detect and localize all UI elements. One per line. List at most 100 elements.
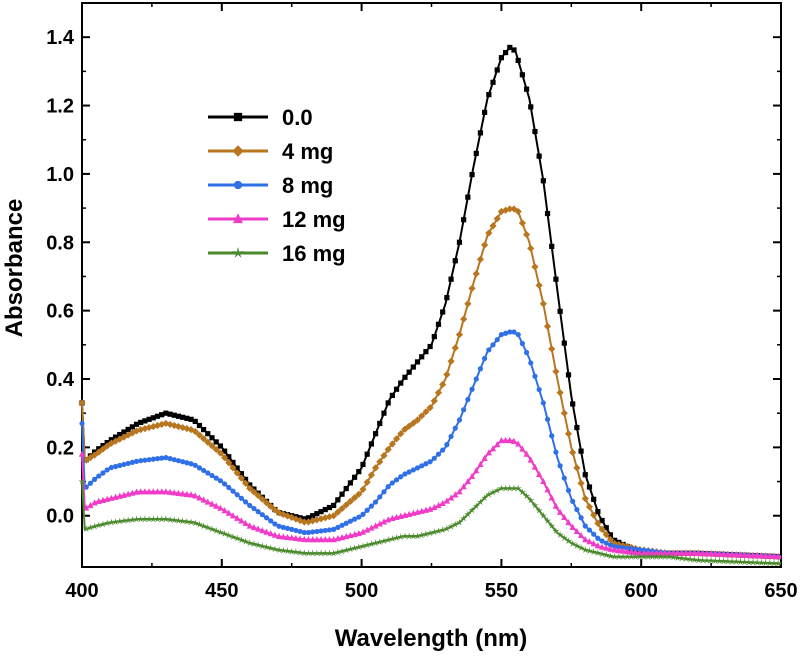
series-point bbox=[423, 461, 429, 467]
legend-label: 12 mg bbox=[282, 207, 346, 232]
series-point bbox=[410, 364, 416, 370]
series-point bbox=[472, 502, 480, 510]
series-point bbox=[724, 550, 731, 558]
series-point bbox=[431, 455, 437, 461]
series-point bbox=[175, 489, 182, 496]
series-point bbox=[153, 421, 162, 430]
series-point bbox=[586, 538, 593, 545]
series-point bbox=[259, 526, 266, 534]
series-point bbox=[716, 550, 723, 557]
series-point bbox=[216, 528, 225, 536]
series-point bbox=[452, 258, 458, 264]
series-point bbox=[422, 530, 430, 538]
plot-frame bbox=[81, 2, 782, 568]
series-point bbox=[171, 412, 177, 418]
series-point bbox=[187, 518, 195, 526]
series-point bbox=[669, 553, 677, 561]
series-point bbox=[116, 517, 124, 525]
x-tick-labels: 400 450 500 550 600 650 bbox=[65, 580, 797, 602]
series-point bbox=[335, 497, 341, 503]
series-point bbox=[338, 547, 346, 555]
legend-marker bbox=[233, 213, 243, 224]
series-point bbox=[640, 552, 648, 560]
series-point bbox=[506, 436, 513, 444]
series-point bbox=[272, 521, 278, 527]
series-point bbox=[582, 523, 588, 529]
series-point bbox=[230, 459, 236, 466]
series-point bbox=[111, 437, 120, 445]
legend-item: 12 mg bbox=[208, 207, 346, 232]
series-point bbox=[183, 490, 190, 497]
series-point bbox=[317, 536, 325, 543]
series-point bbox=[476, 255, 485, 263]
series-point bbox=[574, 424, 580, 431]
series-point bbox=[489, 488, 497, 496]
series-point bbox=[376, 538, 384, 546]
series-point bbox=[99, 520, 107, 528]
series-point bbox=[234, 514, 241, 521]
series-point bbox=[564, 430, 573, 438]
series-point bbox=[381, 489, 387, 495]
series-point bbox=[627, 552, 636, 560]
series-point bbox=[469, 171, 475, 178]
series-point bbox=[326, 527, 333, 533]
series-point bbox=[548, 522, 556, 530]
series-point bbox=[267, 502, 275, 510]
series-point bbox=[561, 475, 567, 481]
series-point bbox=[195, 520, 204, 528]
series-point bbox=[489, 222, 497, 230]
series-point bbox=[128, 516, 136, 523]
series-point bbox=[149, 422, 157, 431]
series-point bbox=[343, 485, 349, 492]
series-point bbox=[573, 464, 581, 472]
series-point bbox=[280, 524, 286, 530]
series-point bbox=[267, 544, 275, 552]
series-point bbox=[86, 523, 94, 531]
series-point bbox=[447, 494, 455, 501]
series-point bbox=[745, 558, 753, 566]
series-point bbox=[334, 548, 342, 556]
series-point bbox=[96, 473, 102, 479]
series-point bbox=[460, 514, 468, 522]
series-point bbox=[166, 488, 174, 495]
series-point bbox=[657, 549, 664, 556]
series-point bbox=[196, 494, 203, 501]
series-point bbox=[234, 465, 240, 471]
y-tick-label: 1.2 bbox=[46, 96, 74, 118]
series-point bbox=[440, 447, 446, 453]
series-point bbox=[661, 549, 669, 556]
series-point bbox=[246, 484, 254, 492]
series-point bbox=[250, 488, 258, 496]
series-point bbox=[225, 531, 233, 539]
series-point bbox=[347, 518, 354, 524]
series-point bbox=[212, 526, 220, 534]
series-point bbox=[413, 416, 422, 424]
series-point bbox=[380, 537, 388, 545]
series-point bbox=[309, 517, 317, 525]
series-point bbox=[339, 522, 345, 528]
series-point bbox=[451, 344, 459, 352]
series-point bbox=[255, 525, 262, 532]
series-point bbox=[309, 536, 316, 543]
series-point bbox=[549, 243, 555, 249]
series-point bbox=[594, 519, 602, 527]
series-point bbox=[150, 488, 157, 495]
series-point bbox=[703, 550, 711, 557]
series-point bbox=[519, 72, 525, 78]
series-point bbox=[267, 530, 274, 537]
series-point bbox=[388, 535, 396, 543]
series-point bbox=[368, 441, 374, 447]
series-point bbox=[321, 549, 329, 557]
x-tick-label: 500 bbox=[345, 580, 378, 602]
series-point bbox=[301, 535, 308, 543]
series-point bbox=[170, 421, 178, 430]
series-point bbox=[99, 445, 107, 453]
series-point bbox=[221, 507, 228, 514]
series-point bbox=[427, 505, 434, 512]
series-point bbox=[313, 536, 320, 543]
series-point bbox=[494, 67, 500, 73]
series-point bbox=[497, 207, 505, 216]
series-point bbox=[553, 276, 559, 282]
series-point bbox=[284, 533, 291, 541]
series-point bbox=[720, 550, 727, 558]
